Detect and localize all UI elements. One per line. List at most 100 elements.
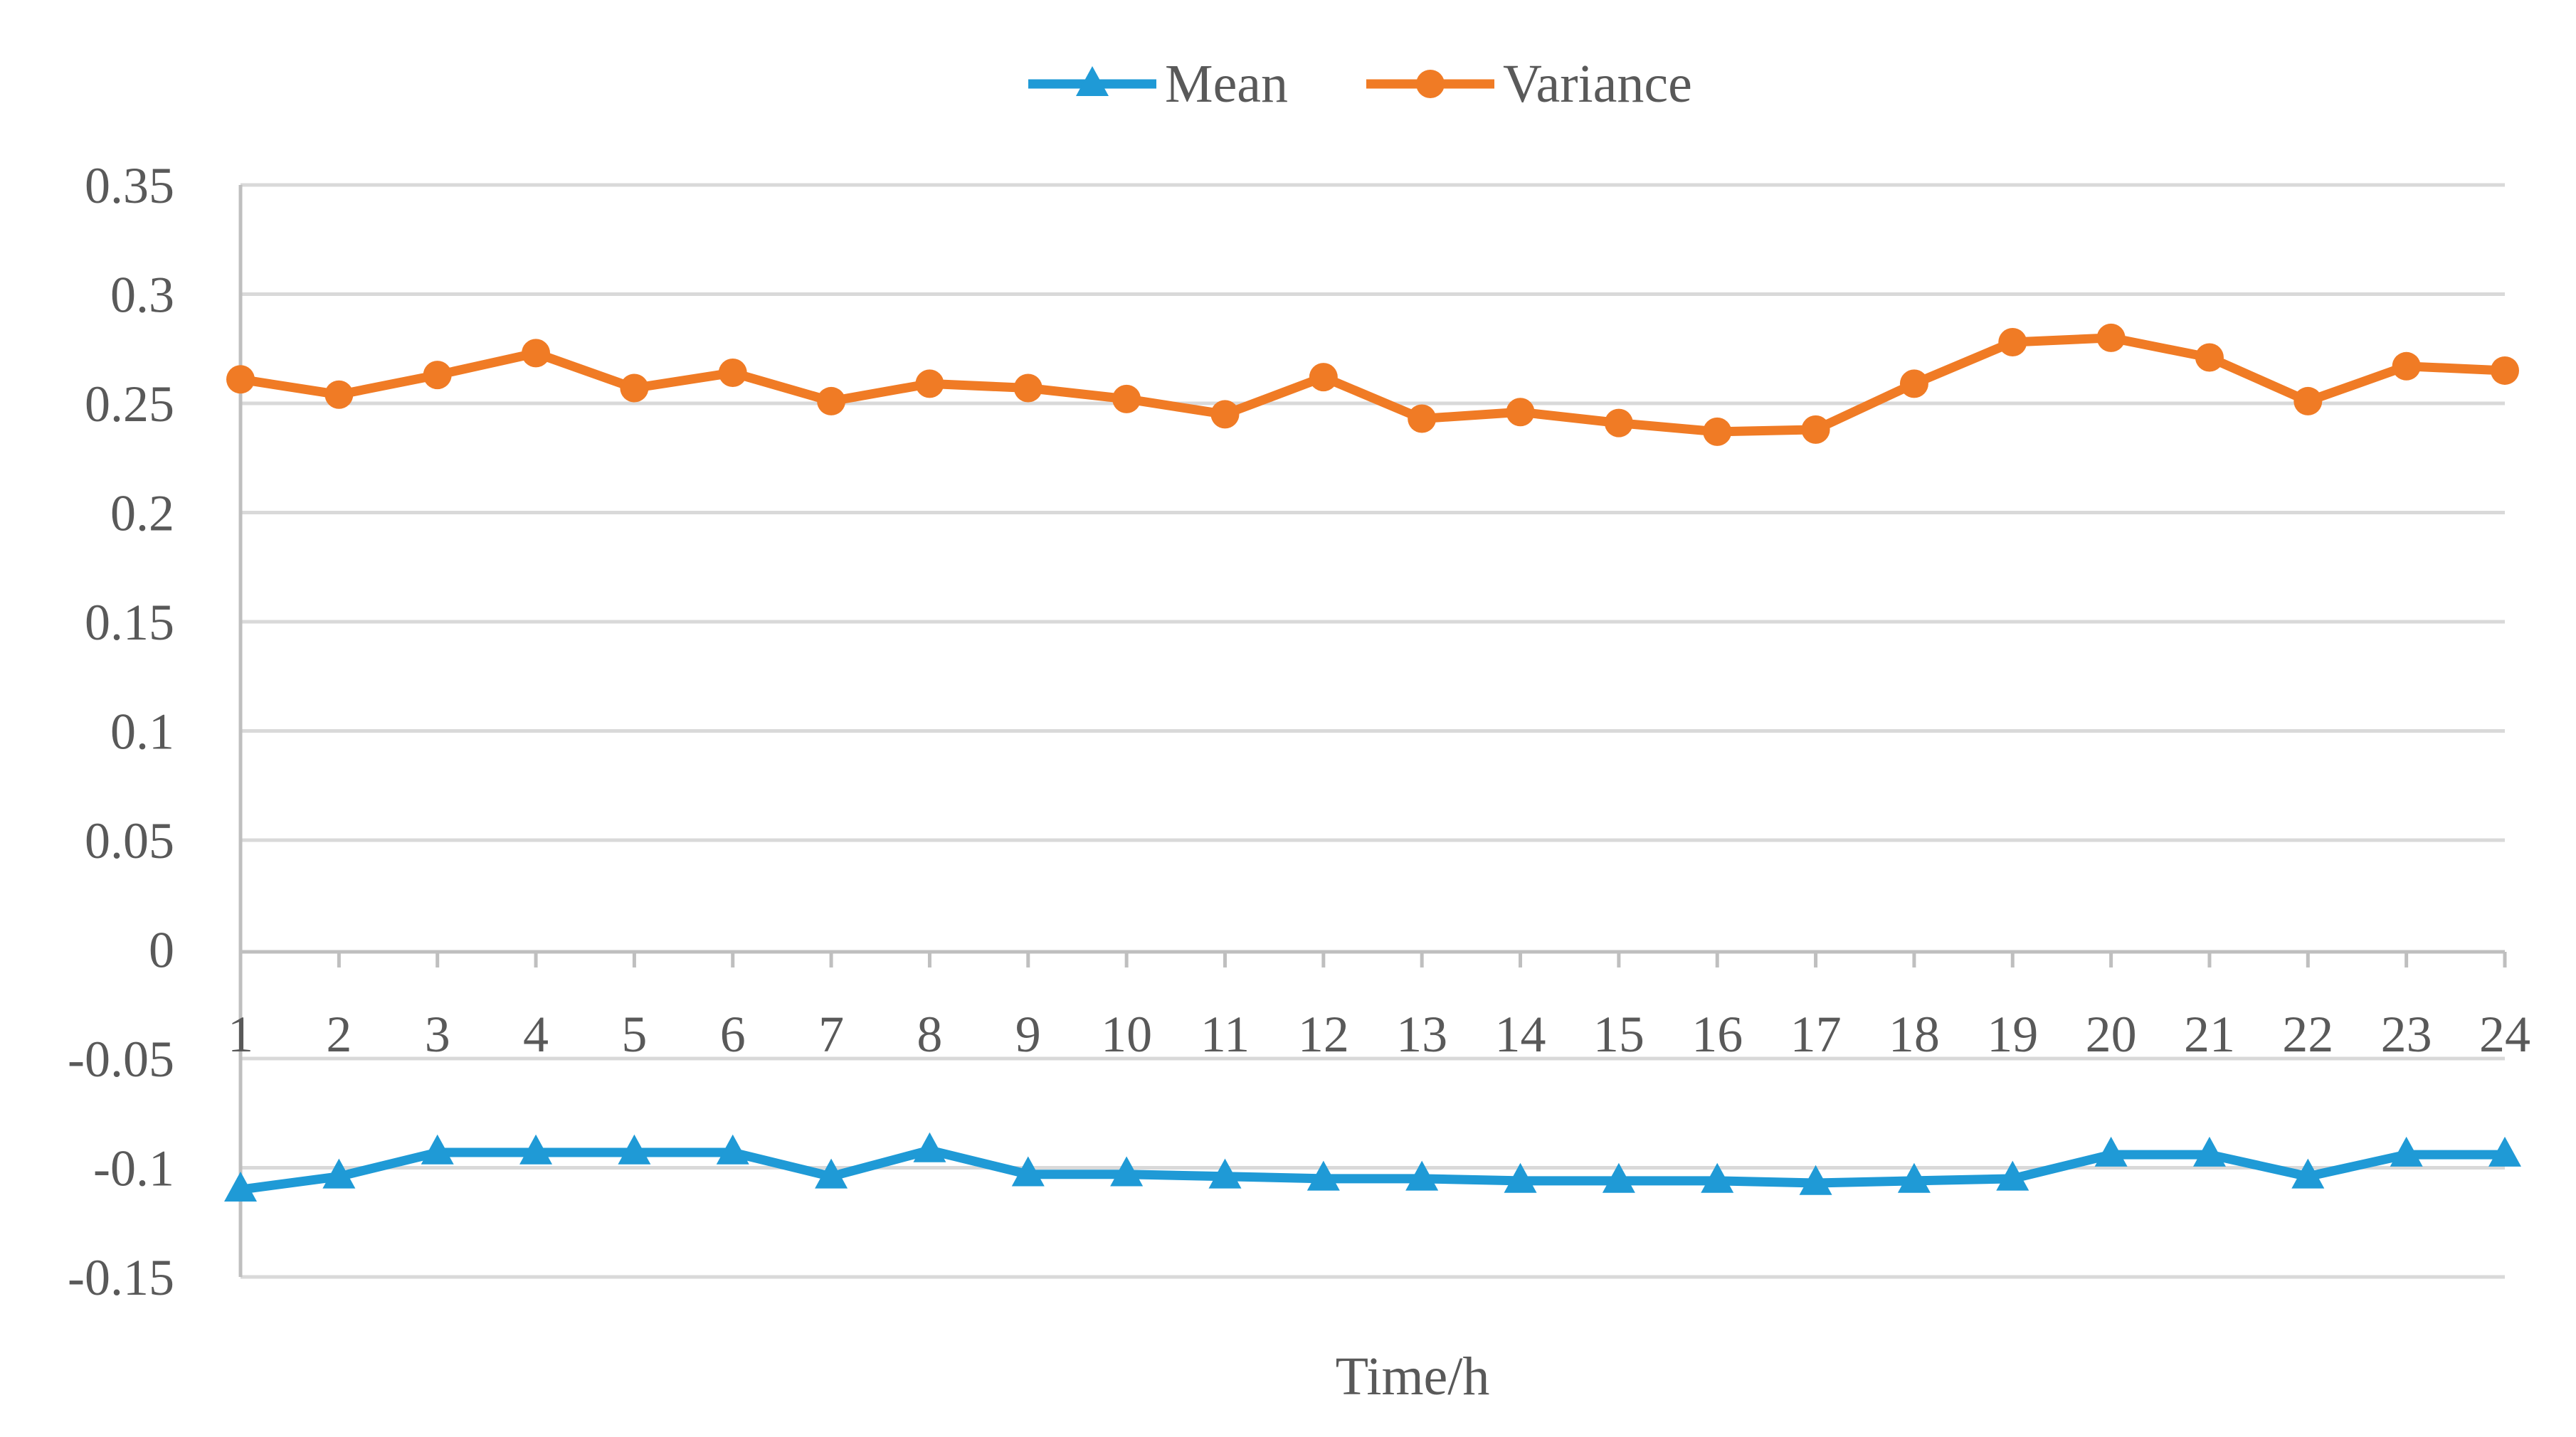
x-tick-label: 6 [720, 1006, 746, 1063]
x-tick-label: 13 [1396, 1006, 1447, 1063]
y-tick-label: 0.2 [110, 485, 174, 542]
x-tick-label: 23 [2381, 1006, 2432, 1063]
data-point [519, 1134, 553, 1165]
series-line [236, 1145, 2510, 1194]
data-point [1013, 373, 1042, 403]
data-point [2195, 343, 2224, 372]
x-tick-label: 4 [523, 1006, 549, 1063]
data-point [1309, 363, 1338, 392]
legend-marker [1076, 66, 1109, 96]
y-axis-tick-labels: 0.35 0.3 0.25 0.2 0.15 0.1 0.05 0 -0.05 -0.1 -0.15 [68, 157, 174, 1306]
legend-marker [1416, 70, 1445, 98]
x-tick-label: 8 [917, 1006, 942, 1063]
x-tick-label: 24 [2479, 1006, 2530, 1063]
data-point [2390, 1136, 2423, 1167]
x-tick-label: 17 [1790, 1006, 1842, 1063]
data-point [618, 1134, 651, 1165]
data-point [1801, 415, 1830, 444]
gridlines [241, 183, 2505, 1279]
data-point [1703, 417, 1732, 446]
x-axis-tick-labels: 1 2 3 4 5 6 7 8 9 10 11 12 13 14 15 16 17 18 19 20 21 22 23 24 [228, 1006, 2530, 1063]
data-point [421, 1134, 454, 1165]
data-point [1899, 369, 1928, 398]
data-point [322, 1158, 356, 1189]
y-tick-label: -0.15 [68, 1249, 174, 1306]
x-tick-label: 12 [1298, 1006, 1349, 1063]
data-point [1998, 328, 2027, 357]
x-tick-label: 7 [818, 1006, 844, 1063]
legend-label: Variance [1503, 54, 1692, 114]
x-tick-label: 2 [326, 1006, 352, 1063]
x-tick-label: 20 [2086, 1006, 2137, 1063]
legend: Mean Variance [1028, 54, 1692, 114]
data-point [224, 1172, 257, 1202]
legend-item-mean: Mean [1028, 54, 1288, 114]
data-point [1208, 1158, 1242, 1189]
data-point [716, 1134, 749, 1165]
data-point [1110, 1156, 1144, 1187]
y-tick-label: -0.1 [93, 1140, 174, 1197]
y-tick-label: 0.3 [110, 267, 174, 324]
data-point [1602, 1162, 1635, 1193]
x-tick-label: 16 [1691, 1006, 1743, 1063]
data-point [1996, 1160, 2029, 1191]
y-tick-label: 0.25 [85, 376, 174, 433]
y-tick-label: 0.15 [85, 594, 174, 651]
y-tick-label: -0.05 [68, 1031, 174, 1088]
data-point [226, 365, 255, 394]
data-point [522, 339, 551, 368]
data-point [915, 369, 944, 398]
data-point [1405, 1160, 1439, 1191]
data-point [1604, 408, 1633, 438]
x-tick-label: 22 [2282, 1006, 2333, 1063]
data-point [1897, 1162, 1931, 1193]
series-lines [224, 323, 2521, 1202]
legend-label: Mean [1165, 54, 1288, 114]
data-point [1011, 1156, 1045, 1187]
data-point [1112, 384, 1141, 413]
x-tick-label: 5 [621, 1006, 647, 1063]
data-point [2392, 351, 2421, 381]
x-tick-label: 18 [1889, 1006, 1940, 1063]
x-tick-label: 11 [1200, 1006, 1250, 1063]
legend-item-variance: Variance [1366, 54, 1692, 114]
x-tick-label: 15 [1593, 1006, 1645, 1063]
x-tick-label: 9 [1015, 1006, 1041, 1063]
data-point [718, 359, 747, 388]
data-point [817, 386, 846, 415]
series-line [236, 333, 2510, 437]
data-point [1799, 1165, 1832, 1195]
x-tick-label: 10 [1101, 1006, 1152, 1063]
data-point [1701, 1162, 1734, 1193]
data-point [620, 373, 649, 403]
data-point [2291, 1158, 2325, 1189]
data-point [1210, 400, 1240, 429]
x-tick-label: 3 [425, 1006, 450, 1063]
y-tick-label: 0.05 [85, 812, 174, 869]
data-point [2488, 1136, 2521, 1167]
x-axis-title: Time/h [1336, 1347, 1490, 1406]
data-point [423, 361, 452, 390]
data-point [1506, 398, 1535, 427]
data-point [2096, 323, 2126, 352]
data-point [815, 1158, 848, 1189]
data-point [2192, 1136, 2226, 1167]
data-point [324, 380, 354, 409]
data-point [1504, 1162, 1537, 1193]
y-tick-label: 0.35 [85, 157, 174, 214]
data-point [1307, 1160, 1340, 1191]
series-mean [224, 1132, 2521, 1202]
x-tick-label: 21 [2184, 1006, 2235, 1063]
series-variance [226, 323, 2519, 446]
x-tick-label: 19 [1987, 1006, 2038, 1063]
data-point [1408, 404, 1437, 433]
y-tick-label: 0.1 [110, 704, 174, 760]
data-point [2094, 1136, 2128, 1167]
data-point [2293, 386, 2323, 415]
data-point [913, 1132, 946, 1162]
x-tick-label: 1 [228, 1006, 253, 1063]
x-tick-label: 14 [1495, 1006, 1546, 1063]
data-point [2491, 356, 2519, 385]
